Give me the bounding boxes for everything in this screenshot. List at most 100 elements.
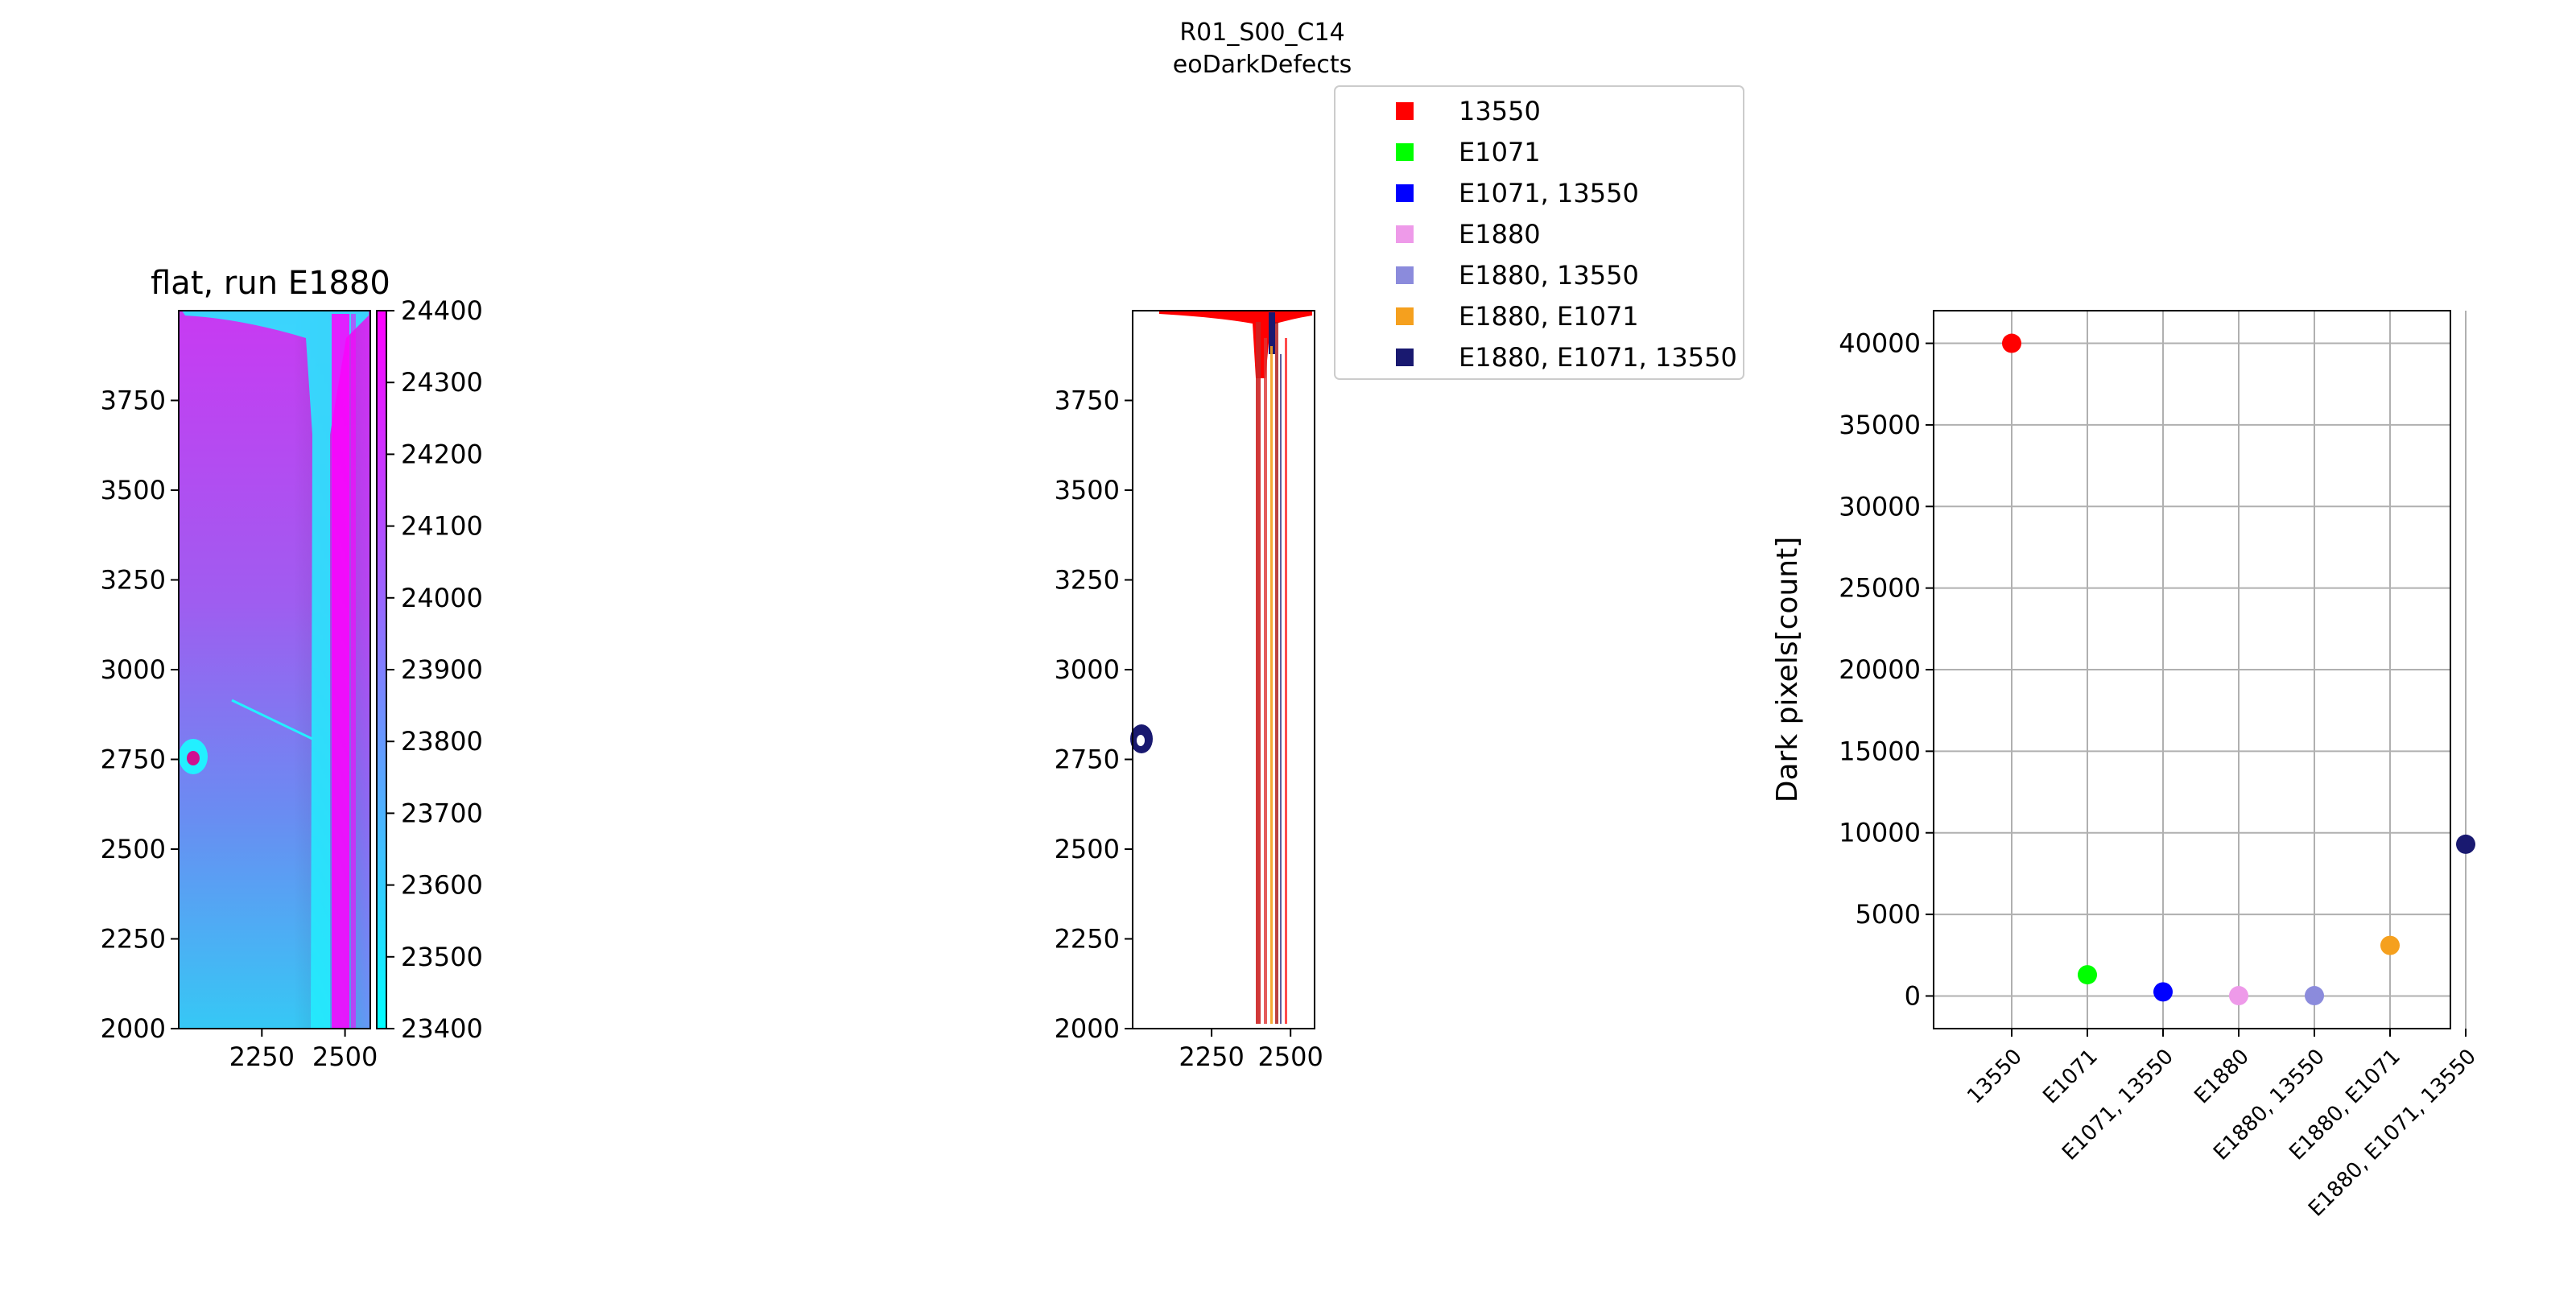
- y-tick-label: 10000: [1839, 818, 1921, 848]
- mask-navy-stripe: [1280, 354, 1282, 1024]
- mask-red-stripe: [1256, 322, 1261, 1024]
- defect-mask-panel: 2000 2250 2500 2750 3000 3250 3500 3750 2250 250…: [1055, 310, 1323, 1072]
- y-tick-label: 3000: [101, 654, 166, 685]
- mask-red-stripe-3: [1285, 338, 1287, 1024]
- y-tick-label: 35000: [1839, 410, 1921, 440]
- legend-swatch: [1396, 102, 1414, 120]
- legend: 13550 E1071 E1071, 13550 E1880 E1880, 13550 E…: [1334, 85, 1744, 380]
- colorbar-tick-label: 24000: [401, 583, 483, 613]
- x-tick-label: E1071: [2038, 1045, 2103, 1109]
- y-tick-label: 2000: [101, 1013, 166, 1044]
- colorbar-tick-label: 24400: [401, 295, 483, 326]
- mask-darkred-stripe: [1275, 322, 1278, 1024]
- y-tick-label: 3250: [101, 565, 166, 596]
- colorbar-tick-label: 24300: [401, 367, 483, 398]
- legend-swatch: [1396, 143, 1414, 161]
- y-tick-label: 2500: [101, 834, 166, 864]
- y-tick-label: 5000: [1856, 899, 1921, 930]
- dark-pixels-scatter-panel: 0 5000 10000 15000 20000 25000 30000 35000 40000…: [1771, 310, 2481, 1222]
- colorbar-tick-label: 23500: [401, 942, 483, 972]
- legend-items: 13550 E1071 E1071, 13550 E1880 E1880, 13550 E…: [1396, 96, 1737, 373]
- colorbar-tick-label: 23700: [401, 798, 483, 828]
- x-tick-label: 2500: [312, 1041, 378, 1072]
- data-point: [2153, 982, 2173, 1002]
- legend-swatch: [1396, 349, 1414, 366]
- y-tick-label: 30000: [1839, 491, 1921, 522]
- legend-swatch: [1396, 266, 1414, 284]
- y-tick-label: 2250: [1055, 924, 1120, 955]
- legend-label: E1880: [1459, 219, 1541, 250]
- x-tick-label: 2500: [1257, 1041, 1323, 1072]
- colorbar-tick-label: 23900: [401, 654, 483, 685]
- colorbar-tick-label: 24100: [401, 511, 483, 542]
- y-tick-label: 3000: [1055, 654, 1120, 685]
- legend-label: E1880, E1071: [1459, 301, 1639, 332]
- flat-image-magenta-band: [332, 314, 349, 1029]
- data-point: [2078, 965, 2097, 985]
- y-tick-label: 2250: [101, 924, 166, 955]
- legend-swatch: [1396, 225, 1414, 243]
- scatter-y-axis-label: Dark pixels[count]: [1771, 537, 1804, 803]
- data-point: [2305, 986, 2324, 1006]
- flat-image-cyan-feature: [182, 311, 369, 1029]
- data-point: [2456, 834, 2475, 854]
- mask-image-background: [1133, 311, 1315, 1029]
- scatter-points: [2002, 333, 2475, 1006]
- legend-swatch: [1396, 184, 1414, 202]
- scatter-grid: [1934, 311, 2467, 1029]
- y-tick-label: 2500: [1055, 834, 1120, 864]
- x-tick-label: 13550: [1963, 1045, 2027, 1109]
- data-point: [2002, 333, 2021, 353]
- mask-spot-core: [1137, 735, 1145, 746]
- y-tick-label: 3500: [1055, 475, 1120, 505]
- mask-red-stripe-2: [1264, 338, 1267, 1024]
- y-tick-label: 2750: [101, 744, 166, 775]
- data-point: [2229, 986, 2248, 1006]
- x-tick-label: E1880: [2190, 1045, 2254, 1109]
- y-tick-label: 40000: [1839, 328, 1921, 359]
- flat-image-magenta-stripe: [351, 314, 356, 1029]
- scatter-y-axis: 0 5000 10000 15000 20000 25000 30000 35000 40000: [1839, 328, 1934, 1011]
- x-tick-label: 2250: [229, 1041, 295, 1072]
- y-tick-label: 3750: [1055, 386, 1120, 416]
- y-tick-label: 20000: [1839, 654, 1921, 685]
- y-tick-label: 25000: [1839, 573, 1921, 604]
- flat-image-spot-core: [187, 751, 200, 765]
- mask-y-axis: 2000 2250 2500 2750 3000 3250 3500 3750: [1055, 386, 1133, 1044]
- data-point: [2380, 935, 2400, 955]
- legend-label: E1880, 13550: [1459, 260, 1639, 291]
- y-tick-label: 2000: [1055, 1013, 1120, 1044]
- y-tick-label: 3500: [101, 475, 166, 505]
- legend-frame: [1334, 85, 1744, 380]
- colorbar-ticks: 23400 23500 23600 23700 23800 23900 24000 24100…: [386, 295, 483, 1044]
- mask-red-top-feature: [1159, 311, 1312, 378]
- mask-x-axis: 2250 2500: [1179, 1029, 1323, 1072]
- mask-orange-stripe: [1270, 346, 1273, 1024]
- legend-label: 13550: [1459, 96, 1541, 126]
- legend-swatch: [1396, 307, 1414, 325]
- y-tick-label: 15000: [1839, 736, 1921, 766]
- figure-title-line1: R01_S00_C14: [1179, 19, 1344, 47]
- x-tick-label: 2250: [1179, 1041, 1244, 1072]
- legend-label: E1880, E1071, 13550: [1459, 342, 1737, 373]
- y-tick-label: 3750: [101, 386, 166, 416]
- colorbar-gradient: [377, 311, 386, 1029]
- colorbar: 23400 23500 23600 23700 23800 23900 24000 24100…: [376, 295, 483, 1044]
- legend-label: E1071: [1459, 137, 1541, 167]
- flat-y-axis: 2000 2250 2500 2750 3000 3250 3500 3750: [101, 386, 179, 1044]
- flat-x-axis: 2250 2500: [229, 1029, 378, 1072]
- y-tick-label: 3250: [1055, 565, 1120, 596]
- colorbar-tick-label: 23600: [401, 870, 483, 901]
- figure-title-line2: eoDarkDefects: [1173, 51, 1352, 79]
- flat-image-diagonal-feature: [231, 699, 313, 740]
- colorbar-tick-label: 23400: [401, 1013, 483, 1044]
- legend-label: E1071, 13550: [1459, 178, 1639, 208]
- flat-image-panel: flat, run E1880 2000 2250 2500 2750 3000 3250…: [101, 265, 483, 1072]
- flat-panel-title: flat, run E1880: [151, 265, 390, 302]
- y-tick-label: 2750: [1055, 744, 1120, 775]
- colorbar-tick-label: 23800: [401, 726, 483, 757]
- mask-navy-top-feature: [1269, 312, 1275, 354]
